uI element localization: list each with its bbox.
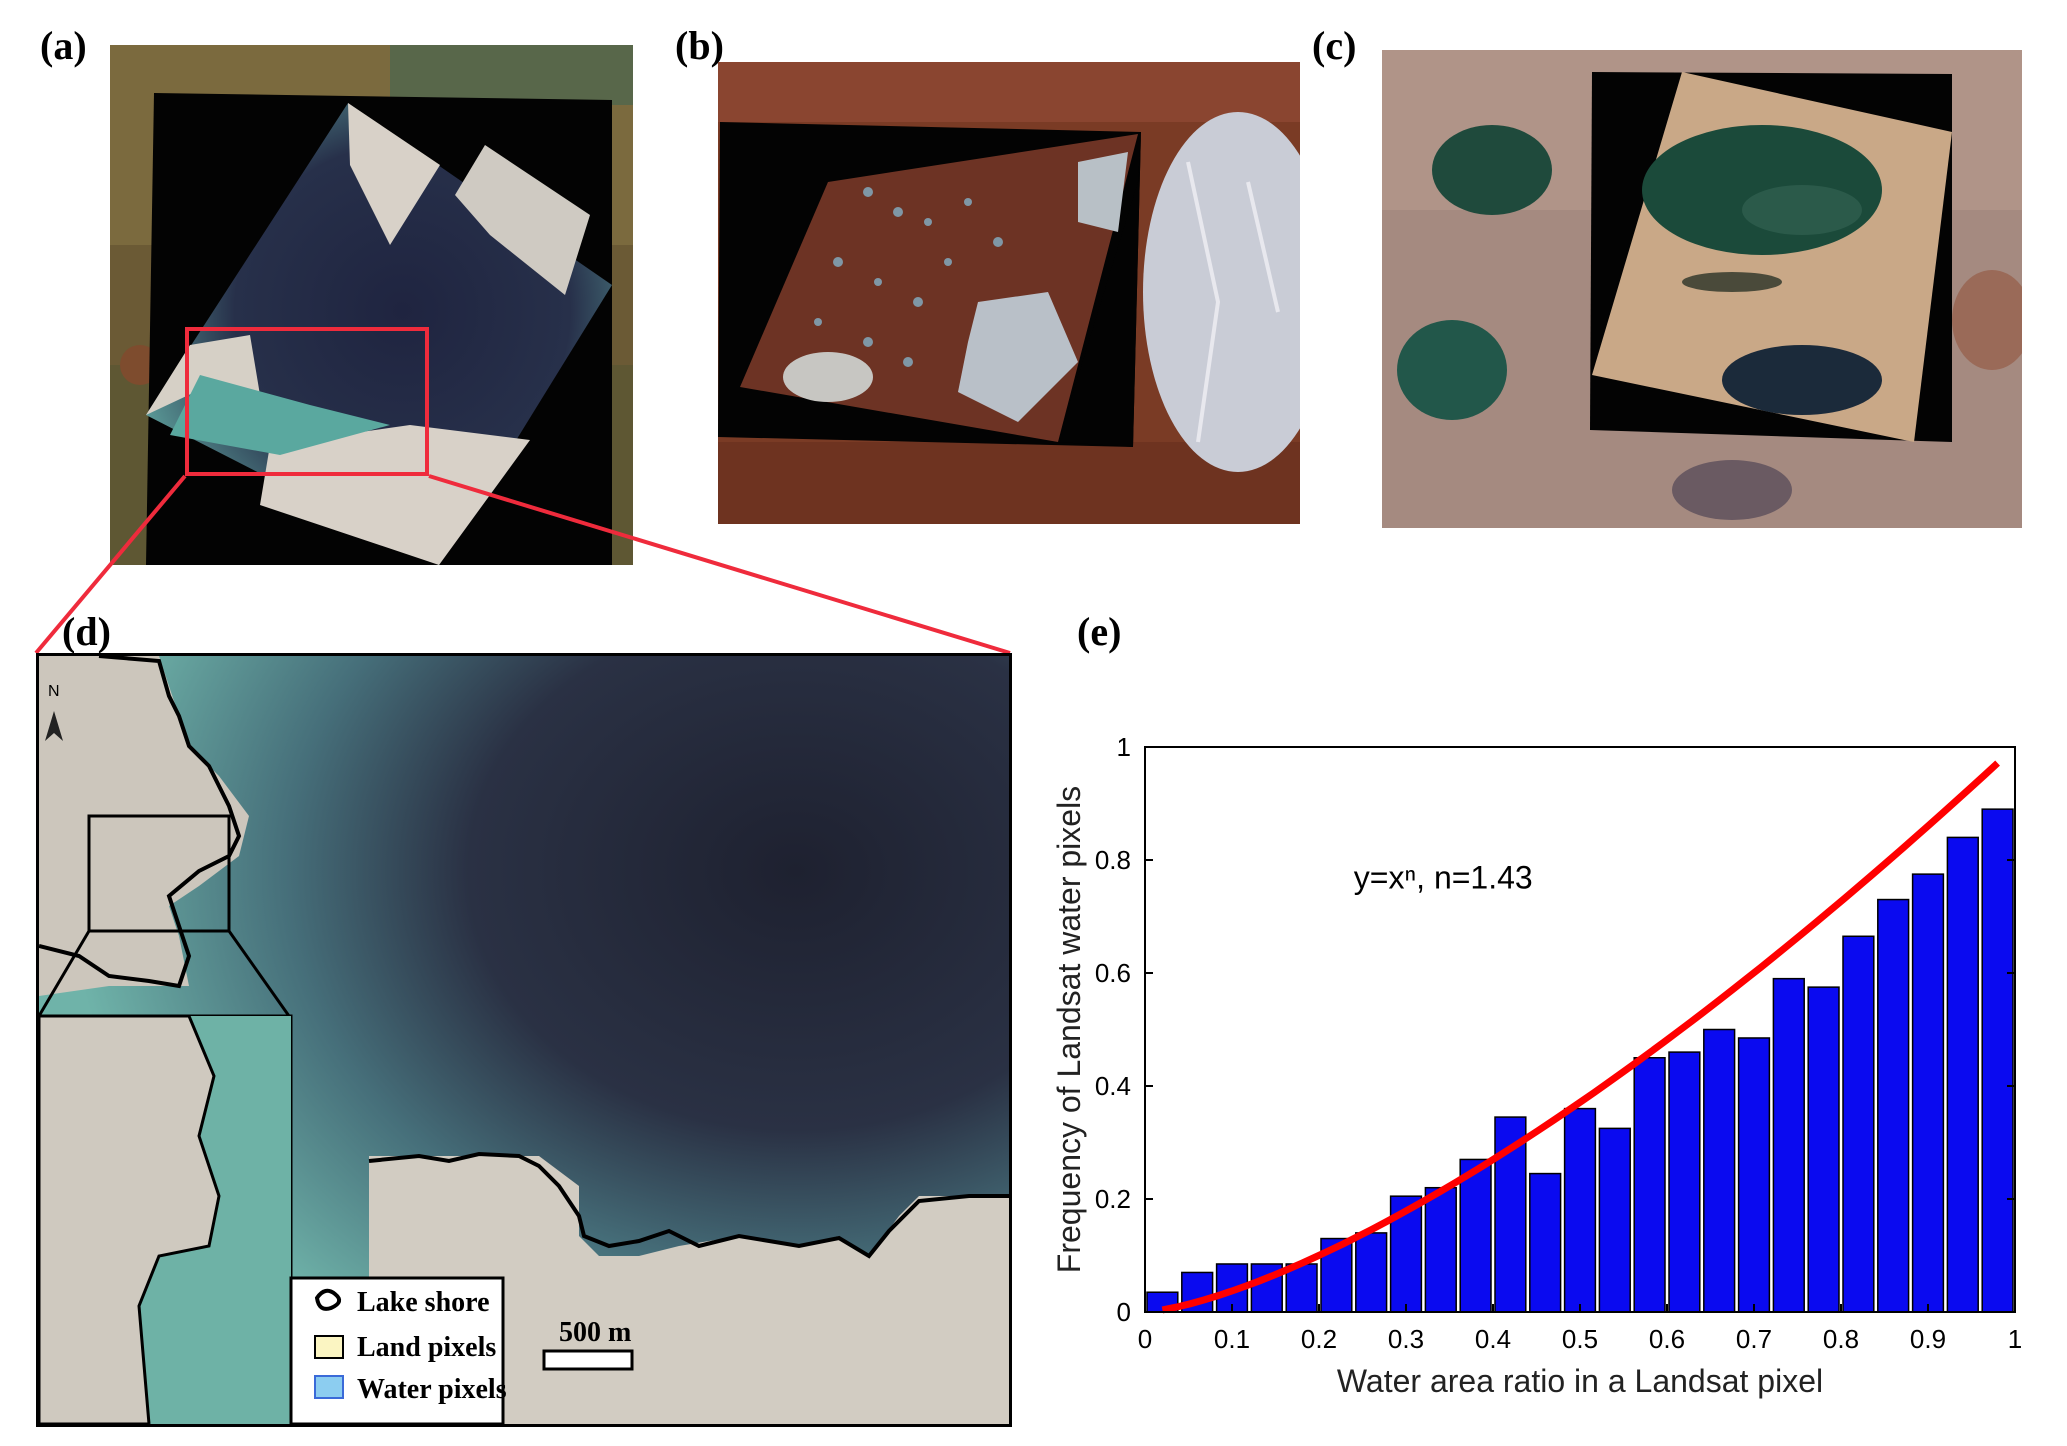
- bar: [1946, 836, 1979, 1313]
- bar: [1911, 873, 1945, 1313]
- zoom-highlight-box: [185, 327, 429, 476]
- north-label: N: [48, 683, 60, 700]
- panel-a-satellite-image: [110, 45, 633, 565]
- y-tick-label: 1: [1117, 732, 1131, 762]
- panel-d-zoomed-image: N 500 m Lake shore Land pixels Water pix…: [36, 653, 1012, 1427]
- panel-b-satellite-image: [718, 62, 1300, 524]
- scale-bar-label: 500 m: [559, 1317, 631, 1348]
- fit-equation-annotation: y=xⁿ, n=1.43: [1354, 859, 1533, 895]
- x-tick-label: 0.4: [1475, 1324, 1511, 1354]
- x-tick-label: 1: [2008, 1324, 2022, 1354]
- bar: [1842, 935, 1875, 1313]
- x-tick-label: 0.5: [1562, 1324, 1598, 1354]
- land-pixels-legend-swatch: [314, 1335, 344, 1359]
- legend-lake-shore: Lake shore: [357, 1287, 490, 1318]
- bar: [1703, 1028, 1736, 1313]
- x-tick-label: 0.2: [1301, 1324, 1337, 1354]
- fit-curve: [1161, 760, 2000, 1314]
- chart-bars: [1146, 808, 2014, 1313]
- x-tick-label: 0: [1138, 1324, 1152, 1354]
- y-axis-title: Frequency of Landsat water pixels: [1051, 786, 1087, 1273]
- bar: [1737, 1037, 1771, 1313]
- legend-land-pixels: Land pixels: [357, 1332, 496, 1363]
- panel-a-label: (a): [40, 23, 87, 68]
- y-tick-label: 0.4: [1095, 1071, 1131, 1101]
- y-tick-label: 0.8: [1095, 845, 1131, 875]
- x-tick-label: 0.3: [1388, 1324, 1424, 1354]
- bar: [1529, 1172, 1562, 1313]
- x-tick-label: 0.8: [1823, 1324, 1859, 1354]
- panel-e-label: (e): [1077, 609, 1122, 654]
- panel-c-label: (c): [1312, 23, 1357, 68]
- bar: [1668, 1051, 1701, 1313]
- panel-d-label: (d): [62, 609, 111, 654]
- bar: [1633, 1057, 1666, 1313]
- x-axis-ticks: 0 0.1 0.2 0.3 0.4 0.5 0.6 0.7 0.8 0.9 1: [1138, 1304, 2022, 1354]
- panel-d-legend: Lake shore Land pixels Water pixels: [289, 1276, 507, 1424]
- x-tick-label: 0.6: [1649, 1324, 1685, 1354]
- bar: [1424, 1186, 1457, 1313]
- lake-shore-legend-icon: [314, 1288, 342, 1311]
- y-tick-label: 0.6: [1095, 958, 1131, 988]
- legend-water-pixels: Water pixels: [357, 1374, 507, 1405]
- y-tick-label: 0: [1117, 1297, 1131, 1327]
- panel-e-chart: 0 0.1 0.2 0.3 0.4 0.5 0.6 0.7 0.8 0.9 1 0 0.2 0.4 0.6…: [1051, 732, 2022, 1399]
- bar: [1598, 1127, 1631, 1313]
- x-tick-label: 0.7: [1736, 1324, 1772, 1354]
- y-axis-ticks: 0 0.2 0.4 0.6 0.8 1: [1095, 732, 2015, 1327]
- bar: [1563, 1107, 1597, 1313]
- water-pixels-legend-swatch: [314, 1375, 344, 1399]
- x-tick-label: 0.9: [1910, 1324, 1946, 1354]
- x-tick-label: 0.1: [1214, 1324, 1250, 1354]
- bar: [1981, 808, 2014, 1313]
- bar: [1772, 977, 1805, 1313]
- y-tick-label: 0.2: [1095, 1184, 1131, 1214]
- bar: [1355, 1232, 1388, 1313]
- x-axis-title: Water area ratio in a Landsat pixel: [1337, 1363, 1823, 1399]
- bar: [1877, 898, 1910, 1313]
- panel-b-label: (b): [675, 23, 724, 68]
- bar: [1807, 986, 1840, 1313]
- bar: [1459, 1158, 1492, 1313]
- panel-c-satellite-image: [1382, 50, 2022, 528]
